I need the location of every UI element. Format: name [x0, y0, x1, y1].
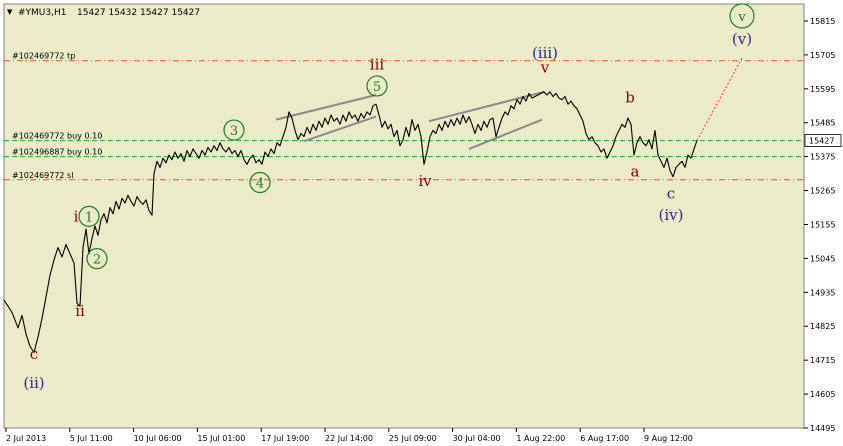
y-tick-label-2: 15595	[810, 85, 835, 94]
wave-circle-7	[249, 171, 271, 194]
wave-label-13: b	[625, 89, 635, 107]
wave-circle-4	[86, 248, 108, 270]
y-tick-label-0: 15815	[810, 17, 835, 26]
wave-circle-3	[78, 205, 100, 227]
y-tick-label-10: 14715	[810, 356, 835, 365]
x-tick-label-6: 25 Jul 09:00	[389, 434, 437, 443]
price-series	[3, 57, 743, 354]
wave-label-4: 2	[93, 253, 101, 268]
x-axis: 2 Jul 2013 5 Jul 11:00 10 Jul 06:00 15 Jul …	[5, 428, 693, 443]
x-tick-label-0: 2 Jul 2013	[6, 434, 46, 443]
trendline-0[interactable]	[275, 93, 377, 121]
x-tick-label-8: 1 Aug 22:00	[516, 434, 565, 443]
y-tick-label-11: 14605	[810, 390, 835, 399]
plot-area[interactable]	[3, 3, 805, 429]
y-tick-label-5: 15265	[810, 187, 835, 196]
x-tick-label-2: 10 Jul 06:00	[134, 434, 182, 443]
wave-label-12: v	[540, 58, 550, 76]
y-tick-label-4: 15375	[810, 153, 835, 162]
y-tick-label-6: 15155	[810, 220, 835, 229]
current-price-tag	[804, 134, 842, 148]
wave-label-2: i	[74, 207, 79, 225]
wave-label-9: 5	[373, 80, 381, 95]
y-tick-label-9: 14825	[810, 322, 835, 331]
wave-label-11: (iii)	[532, 44, 558, 62]
trendlines	[275, 90, 545, 150]
trendline-2[interactable]	[428, 90, 545, 123]
wave-label-17: v	[737, 10, 746, 25]
y-tick-label-3: 15485	[810, 119, 835, 128]
current-price-label: 15427	[809, 137, 834, 146]
wave-label-0: c	[30, 345, 38, 363]
wave-label-18: (v)	[732, 30, 752, 48]
price-line	[3, 91, 698, 354]
wave-label-8: iii	[370, 55, 385, 73]
ohlc-readout: 15427 15432 15427 15427	[77, 8, 200, 18]
y-tick-label-1: 15705	[810, 51, 835, 60]
x-tick-label-7: 30 Jul 04:00	[453, 434, 501, 443]
level-label-1: #102469772 buy 0.10	[12, 132, 102, 141]
x-tick-label-3: 15 Jul 01:00	[197, 434, 245, 443]
symbol-label: #YMU3,H1	[18, 8, 66, 18]
trendline-1[interactable]	[303, 115, 377, 143]
y-tick-label-12: 14495	[810, 424, 835, 433]
wave-label-6: 3	[230, 124, 238, 139]
x-tick-label-4: 17 Jul 19:00	[261, 434, 309, 443]
x-tick-label-9: 6 Aug 17:00	[580, 434, 629, 443]
wave-label-10: iv	[418, 172, 432, 190]
wave-label-3: 1	[85, 210, 93, 225]
y-tick-label-8: 14935	[810, 288, 835, 297]
trendline-3[interactable]	[468, 118, 543, 150]
wave-circle-9	[366, 75, 388, 97]
wave-label-7: 4	[256, 176, 264, 191]
level-label-3: #102469772 sl	[12, 171, 73, 180]
y-tick-label-7: 15045	[810, 254, 835, 263]
level-label-0: #102469772 tp	[12, 52, 75, 61]
dropdown-arrow-icon[interactable]: ▼	[7, 8, 13, 16]
wave-circle-6	[223, 119, 245, 141]
x-tick-label-5: 22 Jul 14:00	[325, 434, 373, 443]
order-levels: #102469772 tp #102469772 buy 0.10 #1024968…	[4, 52, 804, 181]
wave-label-5: ii	[75, 302, 85, 320]
wave-circle-17	[729, 3, 755, 29]
x-tick-label-10: 9 Aug 12:00	[644, 434, 693, 443]
y-axis: 15815 15705 15595 15485 15375 15265 15155 15045…	[804, 17, 842, 433]
level-label-2: #102496887 buy 0.10	[12, 148, 102, 157]
wave-label-1: (ii)	[23, 374, 44, 392]
wave-label-16: (iv)	[659, 206, 684, 224]
x-tick-label-1: 5 Jul 11:00	[70, 434, 113, 443]
wave-label-14: a	[631, 163, 640, 181]
wave-label-15: c	[667, 184, 675, 202]
